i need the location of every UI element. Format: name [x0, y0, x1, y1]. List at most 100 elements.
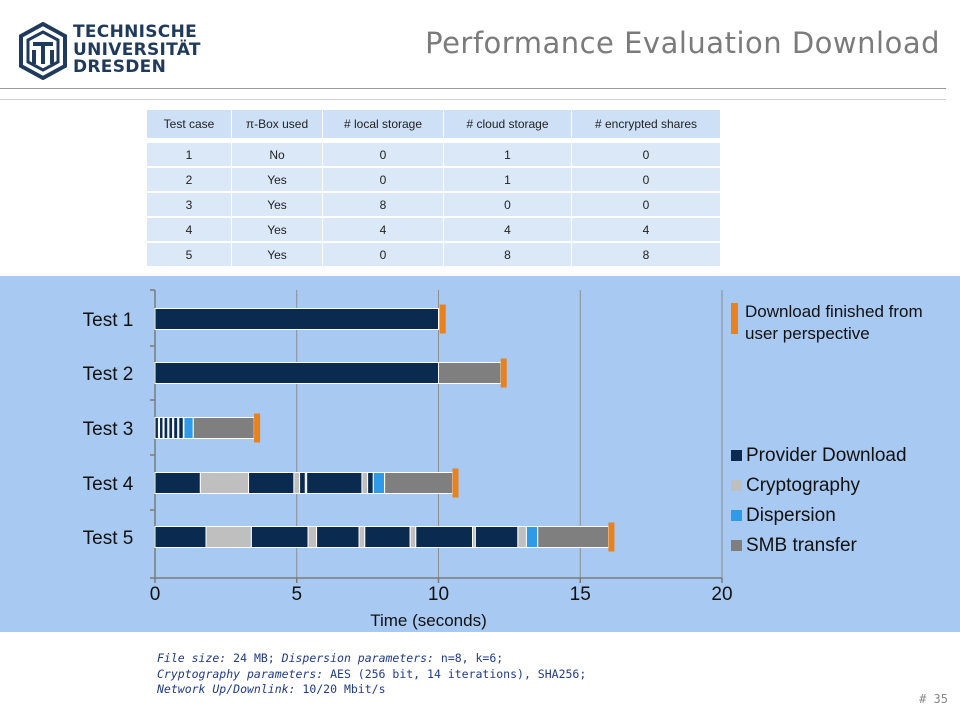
x-axis-label: Time (seconds) [370, 611, 487, 630]
bar-segment [183, 417, 194, 439]
table-row: 2 Yes 0 1 0 [147, 168, 721, 193]
finish-marker [439, 304, 446, 334]
file-size-label: File size: [157, 651, 227, 665]
legend-swatch [731, 540, 742, 551]
table-cell: 8 [444, 243, 572, 268]
column-header-cloud-storage: # cloud storage [444, 110, 572, 143]
bar-segment [474, 526, 519, 548]
table-cell: 0 [323, 243, 444, 268]
bar-segment [517, 526, 527, 548]
bar-segment [372, 472, 386, 494]
network-label: Network Up/Downlink: [157, 682, 296, 696]
category-label: Test 5 [83, 528, 134, 549]
table-cell: 0 [323, 168, 444, 193]
bar-segment [316, 526, 360, 548]
table-cell: 4 [572, 218, 721, 243]
bar-segment [205, 526, 252, 548]
bar-segment [154, 308, 439, 330]
column-header-test-case: Test case [147, 110, 232, 143]
bar-segment [154, 417, 159, 439]
bar-segment [168, 417, 174, 439]
bar-segment [192, 417, 255, 439]
table-cell: Yes [232, 193, 323, 218]
bar-segment [537, 526, 610, 548]
column-header-pi-box: π-Box used [232, 110, 323, 143]
x-tick-label: 0 [150, 584, 161, 605]
header-divider [0, 88, 946, 89]
bar-segment [154, 472, 201, 494]
page-number: # 35 [919, 692, 948, 706]
footnote-line-2: Cryptography parameters: AES (256 bit, 1… [157, 667, 586, 683]
category-label: Test 2 [83, 364, 134, 385]
finish-marker [452, 468, 459, 498]
legend-finish-label-line-2: user perspective [745, 324, 870, 343]
logo-line-3: DRESDEN [73, 57, 167, 77]
dispersion-value: n=8, k=6; [433, 651, 504, 665]
category-label: Test 3 [83, 419, 134, 440]
table-header-row: Test case π-Box used # local storage # c… [147, 110, 721, 143]
table-row: 1 No 0 1 0 [147, 143, 721, 168]
logo-line-1: TECHNISCHE [73, 22, 198, 42]
bar-segment [250, 526, 309, 548]
table-cell: 0 [572, 143, 721, 168]
table-cell: 5 [147, 243, 232, 268]
footnote-line-3: Network Up/Downlink: 10/20 Mbit/s [157, 682, 586, 698]
bar-segment [525, 526, 539, 548]
bar-segment [306, 472, 363, 494]
legend-label: SMB transfer [746, 535, 858, 556]
finish-marker [608, 522, 615, 552]
bar-segment [293, 472, 301, 494]
category-label: Test 1 [83, 310, 134, 331]
table-cell: 0 [572, 193, 721, 218]
bar-segment [438, 362, 502, 384]
table-row: 4 Yes 4 4 4 [147, 218, 721, 243]
legend-swatch [731, 450, 742, 461]
x-tick-label: 15 [570, 584, 591, 605]
university-seal-icon [19, 21, 67, 81]
bar-segment [361, 472, 369, 494]
bar-segment [154, 526, 207, 548]
file-size-value: 24 MB; [226, 651, 282, 665]
university-wordmark: TECHNISCHE UNIVERSITÄT DRESDEN [73, 22, 201, 77]
bar-segment [154, 362, 439, 384]
bar-segment [367, 472, 374, 494]
finish-marker [500, 358, 507, 388]
table-cell: 0 [323, 143, 444, 168]
table-cell: 3 [147, 193, 232, 218]
footnote-line-1: File size: 24 MB; Dispersion parameters:… [157, 651, 586, 667]
table-cell: 4 [323, 218, 444, 243]
finish-marker [254, 413, 261, 443]
table-cell: 0 [444, 193, 572, 218]
chart-panel: 0 5 10 15 20 Time (seconds) Test 1 Test 2 Test 3… [0, 276, 960, 632]
bar-segment [178, 417, 184, 439]
legend-finish-label-line-1: Download finished from [745, 302, 923, 321]
footnote: File size: 24 MB; Dispersion parameters:… [157, 651, 586, 698]
bar-segment [163, 417, 169, 439]
logo-line-2: UNIVERSITÄT [73, 39, 201, 60]
x-tick-label: 5 [291, 584, 302, 605]
table-cell: 8 [323, 193, 444, 218]
bar-segment [358, 526, 366, 548]
table-cell: 8 [572, 243, 721, 268]
bar-segment [415, 526, 474, 548]
table-cell: 1 [147, 143, 232, 168]
legend-finish-swatch [731, 303, 738, 334]
table-cell: 1 [444, 168, 572, 193]
table-cell: 4 [444, 218, 572, 243]
university-logo: TECHNISCHE UNIVERSITÄT DRESDEN [18, 21, 201, 82]
bar-segment [248, 472, 295, 494]
slide-title: Performance Evaluation Download [425, 26, 940, 60]
legend-label: Provider Download [746, 445, 907, 466]
category-label: Test 4 [83, 474, 134, 495]
legend-swatch [731, 480, 742, 491]
column-header-encrypted-shares: # encrypted shares [572, 110, 721, 143]
table-cell: Yes [232, 168, 323, 193]
crypto-label: Cryptography parameters: [157, 666, 324, 681]
legend-label: Dispersion [746, 505, 836, 526]
table-row: 5 Yes 0 8 8 [147, 243, 721, 268]
table-row: 3 Yes 8 0 0 [147, 193, 721, 218]
download-timeline-chart: 0 5 10 15 20 Time (seconds) Test 1 Test 2 Test 3… [83, 289, 923, 630]
bar-segment [409, 526, 417, 548]
table-cell: Yes [232, 218, 323, 243]
test-parameters-table: Test case π-Box used # local storage # c… [147, 110, 721, 268]
